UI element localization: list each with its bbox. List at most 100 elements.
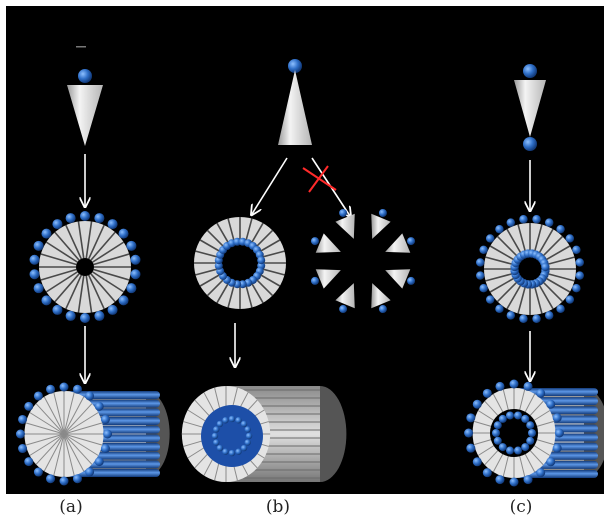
front-wedge <box>63 433 93 465</box>
front-bead <box>536 388 546 398</box>
front-wedge <box>25 433 65 446</box>
inner-bead <box>493 421 502 430</box>
front-bead <box>509 379 519 389</box>
star-cone <box>335 213 355 239</box>
head-bead <box>33 283 44 294</box>
head-bead <box>575 258 584 267</box>
micelle-a <box>29 211 141 323</box>
head-bead <box>214 261 223 270</box>
front-bead <box>466 443 476 453</box>
front-bead <box>94 401 104 411</box>
inner-bead <box>528 429 536 437</box>
disc-core <box>517 256 543 282</box>
head-bead <box>29 254 40 265</box>
micelle-b <box>194 217 286 309</box>
front-bead <box>59 382 69 392</box>
front-wedge <box>25 422 65 435</box>
front-wedge <box>35 403 65 435</box>
star-core <box>337 235 389 287</box>
front-wedge <box>63 433 75 476</box>
core-bead <box>245 432 253 440</box>
head-bead <box>126 240 137 251</box>
star-cone <box>371 283 391 309</box>
front-bead <box>536 468 546 478</box>
hydrophobic-tail-cone <box>67 85 103 146</box>
head-bead <box>565 234 575 243</box>
front-bead <box>72 384 82 394</box>
front-bead <box>24 401 34 411</box>
head-bead <box>126 283 137 294</box>
head-bead <box>107 304 118 315</box>
head-bead <box>52 304 63 315</box>
front-bead <box>85 467 95 477</box>
head-bead <box>532 215 541 224</box>
head-bead <box>556 224 565 234</box>
star-cone <box>335 283 355 309</box>
head-bead <box>130 254 141 265</box>
core-bead <box>222 417 229 424</box>
front-bead <box>495 475 505 485</box>
head-bead <box>479 245 488 254</box>
head-bead <box>565 295 575 304</box>
cone-boundary <box>40 268 77 281</box>
head-bead <box>52 219 63 230</box>
inner-bead <box>521 414 530 423</box>
amphiphile-a <box>67 69 103 146</box>
head-bead <box>339 208 348 217</box>
amphiphile-c <box>514 64 546 151</box>
head-bead <box>532 314 541 323</box>
front-bead <box>100 414 110 424</box>
head-bead <box>65 213 76 224</box>
front-bead <box>18 444 28 454</box>
head-bead <box>479 284 488 293</box>
cone-boundary <box>54 231 80 261</box>
cone-boundary <box>88 224 105 260</box>
star-cone <box>385 269 411 289</box>
front-bead <box>523 381 533 391</box>
core-bead <box>222 448 229 455</box>
core-bead <box>240 444 248 452</box>
head-bead <box>407 276 416 285</box>
cylinder-core <box>201 405 263 467</box>
front-bead <box>18 414 28 424</box>
cone-boundary <box>40 253 77 266</box>
head-bead <box>107 219 118 230</box>
disc-core <box>76 258 94 276</box>
front-bead <box>72 474 82 484</box>
front-bead <box>482 468 492 478</box>
hydrophilic-head <box>78 69 92 83</box>
front-bead <box>24 457 34 467</box>
head-bead <box>65 310 76 321</box>
core-bead <box>216 444 224 452</box>
front-bead <box>482 388 492 398</box>
cone-boundary <box>85 275 93 313</box>
cone-boundary <box>77 221 85 259</box>
front-bead <box>554 428 564 438</box>
head-bead <box>476 271 485 280</box>
front-bead <box>59 476 69 486</box>
head-bead <box>485 295 495 304</box>
head-bead <box>80 211 90 221</box>
front-wedge <box>63 396 85 435</box>
tick-mark <box>76 46 86 48</box>
caption-b: (b) <box>265 497 291 517</box>
front-wedge <box>35 433 65 465</box>
head-bead <box>118 295 129 306</box>
front-bead <box>33 467 43 477</box>
hydrophilic-head <box>288 59 302 73</box>
head-bead <box>310 276 319 285</box>
figure-panel <box>6 6 609 494</box>
front-wedge <box>53 433 65 476</box>
head-bead <box>519 314 528 323</box>
head-bead <box>29 269 40 280</box>
front-wedge <box>63 392 75 435</box>
front-bead <box>46 474 56 484</box>
front-bead <box>100 444 110 454</box>
cone-boundary <box>88 274 105 310</box>
head-bead <box>41 228 52 239</box>
inner-bead <box>505 411 514 420</box>
micelle-c <box>476 215 584 323</box>
front-bead <box>466 413 476 423</box>
cone-boundary <box>92 241 125 263</box>
cylinder-a <box>15 382 170 486</box>
